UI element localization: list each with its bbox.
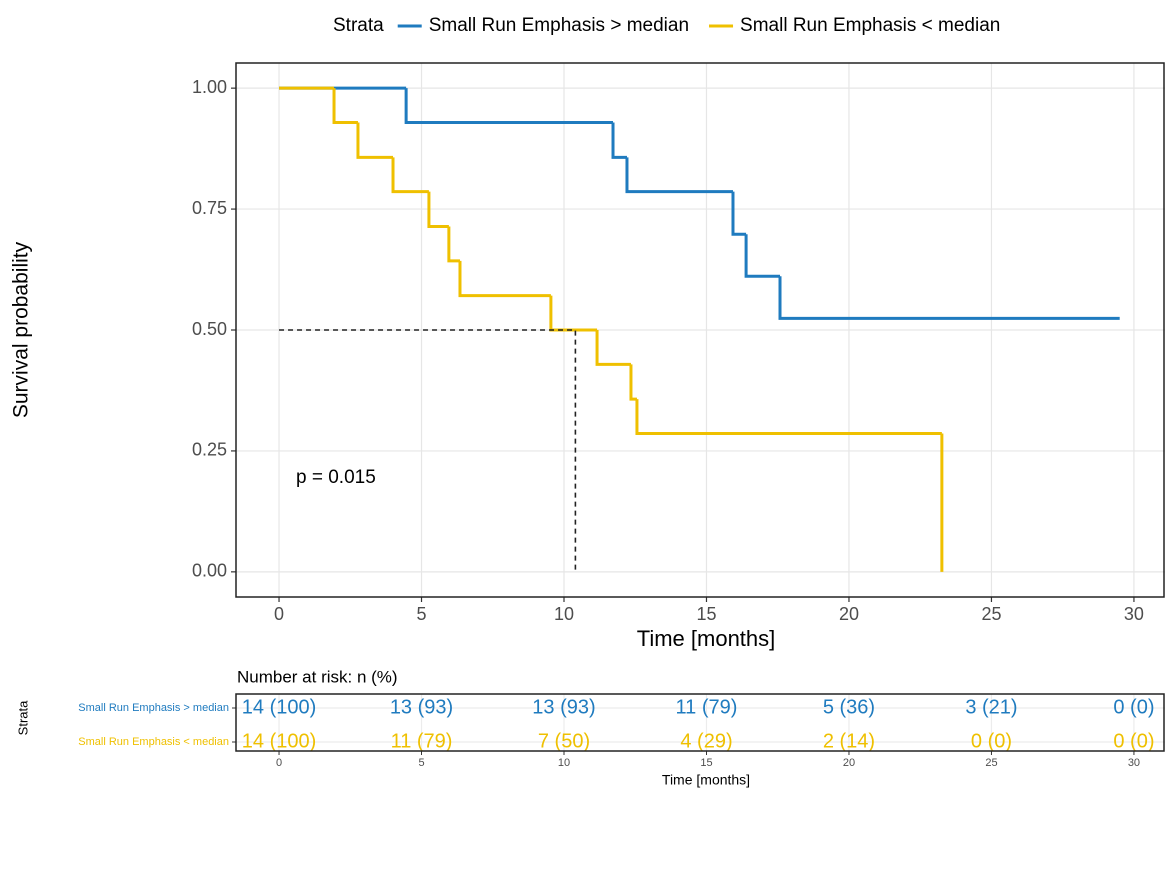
x-tick-label: 25 (985, 757, 997, 769)
survival-step (595, 330, 631, 366)
risk-count: 0 (0) (1113, 696, 1154, 718)
survival-step (744, 234, 781, 278)
y-tick-label: 0.00 (192, 561, 227, 581)
row-label: Small Run Emphasis < median (78, 736, 229, 748)
x-tick-label: 0 (274, 604, 284, 624)
survival-step (447, 226, 460, 263)
x-tick-label: 30 (1124, 604, 1144, 624)
x-tick-label: 20 (839, 604, 859, 624)
x-tick-label: 10 (558, 757, 570, 769)
x-tick-label: 5 (418, 757, 424, 769)
x-tick-label: 30 (1128, 757, 1140, 769)
survival-step (549, 295, 598, 332)
legend-label: Small Run Emphasis > median (429, 15, 689, 36)
x-tick-label: 25 (981, 604, 1001, 624)
risk-count: 0 (0) (971, 730, 1012, 752)
risk-count: 3 (21) (965, 696, 1017, 718)
x-tick-label: 10 (554, 604, 574, 624)
risk-count: 0 (0) (1113, 730, 1154, 752)
survival-step (356, 122, 394, 159)
x-tick-label: 20 (843, 757, 855, 769)
survival-step (731, 191, 747, 236)
risk-count: 4 (29) (680, 730, 732, 752)
y-tick-label: 1.00 (192, 77, 227, 97)
risk-count: 5 (36) (823, 696, 875, 718)
y-tick-label: 0.25 (192, 440, 227, 460)
x-tick-label: 5 (417, 604, 427, 624)
survival-step (404, 88, 614, 124)
x-tick-label: 0 (276, 757, 282, 769)
survival-step (625, 157, 733, 194)
table-frame (235, 693, 1165, 752)
survival-step (611, 122, 627, 159)
risk-count: 11 (79) (391, 730, 453, 752)
survival-step (629, 364, 637, 401)
survival-step (635, 399, 942, 436)
risk-count: 2 (14) (823, 730, 875, 752)
risk-count: 14 (100) (242, 730, 317, 752)
survival-step (458, 260, 551, 298)
table-x-title: Time [months] (662, 772, 750, 788)
survival-step (778, 276, 1120, 320)
y-tick-label: 0.75 (192, 198, 227, 218)
risk-count: 14 (100) (242, 696, 317, 718)
p-value: p = 0.015 (296, 467, 376, 488)
risk-count: 11 (79) (676, 696, 738, 718)
risk-count: 13 (93) (532, 696, 595, 718)
x-tick-label: 15 (700, 757, 712, 769)
plot-frame (235, 62, 1165, 598)
y-tick-label: 0.50 (192, 319, 227, 339)
legend-title: Strata (333, 15, 384, 36)
table-title: Number at risk: n (%) (237, 667, 398, 686)
risk-count: 13 (93) (390, 696, 453, 718)
row-label: Small Run Emphasis > median (78, 702, 229, 714)
risk-count: 7 (50) (538, 730, 590, 752)
survival-step (391, 157, 429, 194)
x-axis-title: Time [months] (637, 626, 776, 651)
table-y-title: Strata (15, 700, 30, 735)
survival-step (427, 191, 449, 228)
legend-label: Small Run Emphasis < median (740, 15, 1000, 36)
survival-step (332, 88, 358, 124)
x-tick-label: 15 (696, 604, 716, 624)
y-axis-title: Survival probability (10, 241, 33, 418)
